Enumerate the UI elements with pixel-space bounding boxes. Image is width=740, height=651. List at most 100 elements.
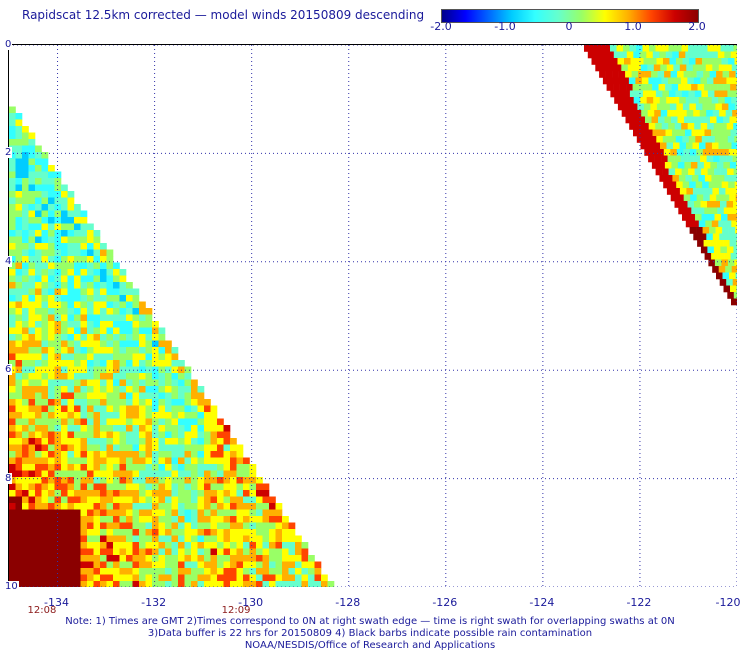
wind-diff-cell	[719, 110, 726, 117]
wind-diff-cell	[172, 549, 179, 556]
wind-diff-cell	[641, 143, 648, 150]
wind-diff-cell	[94, 503, 101, 510]
wind-diff-cell	[191, 575, 198, 582]
wind-diff-cell	[9, 386, 16, 393]
wind-diff-cell	[152, 380, 159, 387]
wind-diff-cell	[282, 542, 289, 549]
wind-diff-cell	[185, 562, 192, 569]
wind-diff-cell	[81, 477, 88, 484]
wind-diff-cell	[55, 477, 62, 484]
wind-diff-cell	[185, 484, 192, 491]
wind-diff-cell	[74, 490, 81, 497]
wind-diff-cell	[48, 224, 55, 231]
wind-diff-cell	[133, 438, 140, 445]
wind-diff-cell	[617, 45, 624, 52]
wind-diff-cell	[139, 542, 146, 549]
wind-diff-cell	[74, 432, 81, 439]
wind-diff-cell	[68, 497, 75, 504]
wind-diff-cell	[107, 510, 114, 517]
wind-diff-cell	[706, 110, 713, 117]
wind-diff-cell	[94, 464, 101, 471]
wind-diff-cell	[81, 464, 88, 471]
wind-diff-cell	[693, 234, 700, 241]
wind-diff-cell	[55, 191, 62, 198]
wind-diff-cell	[204, 484, 211, 491]
wind-diff-cell	[204, 458, 211, 465]
wind-diff-cell	[714, 123, 721, 130]
wind-diff-cell	[204, 549, 211, 556]
wind-diff-cell	[718, 97, 725, 104]
map-plot-area[interactable]	[8, 44, 737, 587]
wind-diff-cell	[16, 510, 23, 517]
wind-diff-cell	[126, 555, 133, 562]
wind-diff-cell	[289, 555, 296, 562]
wind-diff-cell	[22, 458, 29, 465]
wind-diff-cell	[113, 380, 120, 387]
wind-diff-cell	[29, 230, 36, 237]
wind-diff-cell	[679, 130, 686, 137]
wind-diff-cell	[230, 555, 237, 562]
wind-diff-cell	[665, 162, 672, 169]
wind-diff-cell	[48, 555, 55, 562]
wind-diff-cell	[126, 315, 133, 322]
wind-diff-cell	[165, 562, 172, 569]
wind-diff-cell	[22, 178, 29, 185]
wind-diff-cell	[178, 445, 185, 452]
wind-diff-cell	[113, 445, 120, 452]
wind-diff-cell	[198, 529, 205, 536]
wind-diff-cell	[666, 52, 673, 59]
wind-diff-cell	[87, 399, 94, 406]
wind-diff-cell	[126, 536, 133, 543]
wind-diff-cell	[113, 555, 120, 562]
wind-diff-cell	[700, 110, 707, 117]
wind-diff-cell	[671, 71, 678, 78]
wind-diff-cell	[81, 328, 88, 335]
wind-diff-cell	[640, 130, 647, 137]
wind-diff-cell	[204, 555, 211, 562]
wind-diff-cell	[308, 581, 315, 587]
wind-diff-cell	[81, 399, 88, 406]
wind-diff-cell	[61, 282, 68, 289]
wind-diff-cell	[29, 536, 36, 543]
wind-diff-cell	[729, 71, 736, 78]
wind-diff-cell	[185, 516, 192, 523]
wind-diff-cell	[159, 380, 166, 387]
wind-diff-cell	[22, 211, 29, 218]
wind-diff-cell	[146, 419, 153, 426]
wind-diff-cell	[120, 471, 127, 478]
wind-diff-cell	[29, 412, 36, 419]
wind-diff-cell	[100, 393, 107, 400]
wind-diff-cell	[74, 503, 81, 510]
wind-diff-cell	[35, 159, 42, 166]
wind-diff-cell	[68, 445, 75, 452]
wind-diff-cell	[159, 360, 166, 367]
wind-diff-cell	[191, 555, 198, 562]
wind-diff-cell	[191, 412, 198, 419]
wind-diff-cell	[191, 471, 198, 478]
wind-diff-cell	[107, 484, 114, 491]
wind-diff-cell	[29, 133, 36, 140]
wind-diff-cell	[295, 568, 302, 575]
lat-tick-label: 6	[4, 364, 12, 375]
wind-diff-cell	[9, 165, 16, 172]
wind-diff-cell	[717, 84, 724, 91]
wind-diff-cell	[94, 315, 101, 322]
wind-diff-cell	[648, 156, 655, 163]
wind-diff-cell	[315, 575, 322, 582]
wind-diff-cell	[9, 328, 16, 335]
wind-diff-cell	[87, 341, 94, 348]
wind-diff-cell	[666, 175, 673, 182]
wind-diff-cell	[722, 104, 729, 111]
wind-diff-cell	[48, 490, 55, 497]
wind-diff-cell	[191, 523, 198, 530]
wind-diff-cell	[139, 549, 146, 556]
wind-diff-cell	[133, 562, 140, 569]
wind-diff-cell	[263, 510, 270, 517]
wind-diff-cell	[42, 204, 49, 211]
wind-diff-cell	[133, 432, 140, 439]
wind-diff-cell	[722, 149, 729, 156]
wind-diff-cell	[178, 471, 185, 478]
wind-diff-cell	[191, 399, 198, 406]
wind-diff-cell	[661, 78, 668, 85]
wind-diff-cell	[652, 162, 659, 169]
